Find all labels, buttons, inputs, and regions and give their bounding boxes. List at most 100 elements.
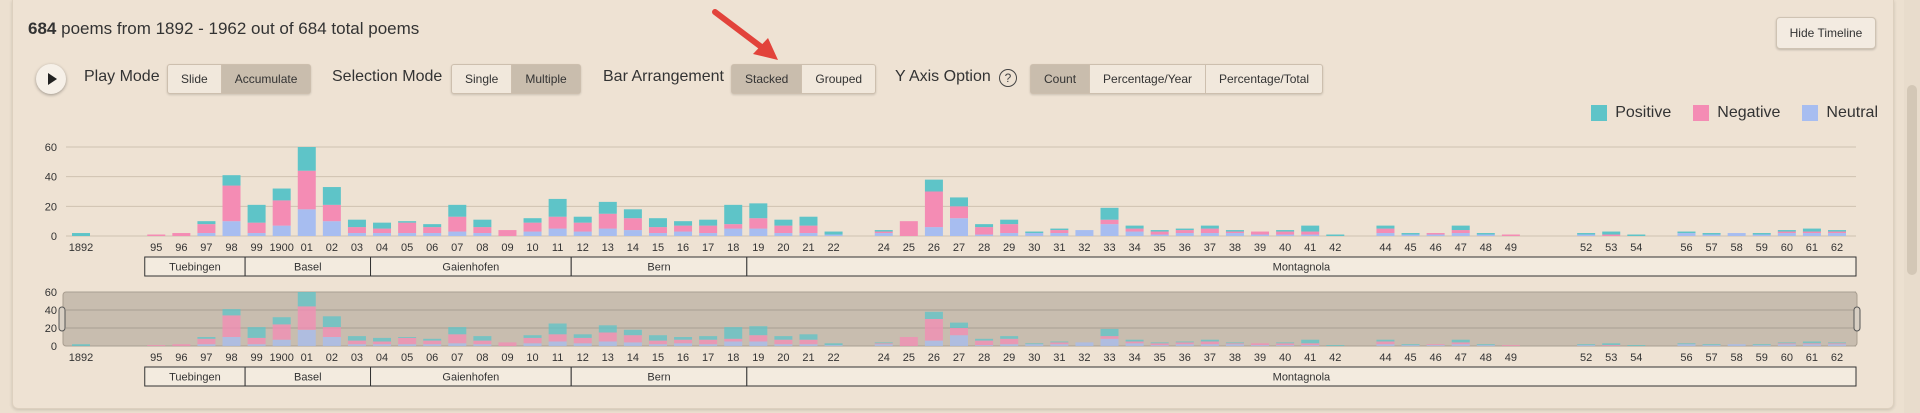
brush-bar-positive-1945 <box>1401 344 1420 346</box>
main-x-tick-label: 17 <box>702 242 714 254</box>
brush-bar-neutral-1924 <box>874 344 893 346</box>
main-x-tick-label: 99 <box>250 242 262 254</box>
play-mode-label: Play Mode <box>84 68 160 85</box>
y-axis-count[interactable]: Count <box>1031 65 1091 93</box>
main-bar-neutral-1924 <box>874 233 893 236</box>
main-bar-positive-1953 <box>1602 231 1621 235</box>
main-bar-neutral-1910 <box>523 231 542 236</box>
brush-bar-negative-1902 <box>322 327 341 337</box>
brush-bar-negative-1935 <box>1150 343 1169 346</box>
brush-bar-positive-1920 <box>774 336 793 340</box>
main-bar-positive-1908 <box>473 219 492 228</box>
brush-bar-negative-1895 <box>147 345 166 346</box>
main-bar-positive-1901 <box>297 147 316 171</box>
main-bar-positive-1898 <box>222 175 241 186</box>
brush-bar-negative-1905 <box>398 337 417 345</box>
brush-bar-neutral-1916 <box>674 343 693 346</box>
help-icon[interactable]: ? <box>999 69 1017 87</box>
main-bar-positive-1912 <box>573 216 592 223</box>
scrollbar-thumb[interactable] <box>1907 85 1917 275</box>
brush-x-tick-label: 22 <box>827 352 839 364</box>
brush-x-tick-label: 15 <box>652 352 664 364</box>
brush-bar-negative-1926 <box>924 319 943 341</box>
hide-timeline-button[interactable]: Hide Timeline <box>1776 17 1876 49</box>
brush-bar-negative-1938 <box>1225 343 1244 345</box>
legend-item-neutral[interactable]: Neutral <box>1802 104 1878 122</box>
main-bar-negative-1919 <box>749 218 768 229</box>
legend-item-negative[interactable]: Negative <box>1693 104 1780 122</box>
main-bar-positive-1902 <box>322 187 341 205</box>
brush-bar-neutral-1957 <box>1702 345 1721 346</box>
main-bar-negative-1936 <box>1175 230 1194 234</box>
page-scrollbar[interactable] <box>1904 0 1920 413</box>
main-x-tick-label: 57 <box>1705 242 1717 254</box>
bar-arrangement-stacked[interactable]: Stacked <box>732 65 803 93</box>
brush-bar-negative-1939 <box>1251 343 1270 346</box>
main-x-tick-label: 34 <box>1128 242 1140 254</box>
main-bar-neutral-1901 <box>297 209 316 236</box>
y-axis-percentage-total[interactable]: Percentage/Total <box>1219 72 1310 86</box>
brush-x-tick-label: 33 <box>1103 352 1115 364</box>
main-bar-negative-1941 <box>1301 231 1320 235</box>
brush-x-tick-label: 09 <box>501 352 513 364</box>
main-bar-neutral-1944 <box>1376 233 1395 236</box>
brush-bar-negative-1925 <box>899 337 918 346</box>
main-bar-negative-1913 <box>598 213 617 229</box>
main-bar-negative-1896 <box>172 233 191 236</box>
play-mode-accumulate[interactable]: Accumulate <box>221 65 311 93</box>
bar-arrangement-grouped[interactable]: Grouped <box>815 72 863 86</box>
brush-x-tick-label: 56 <box>1680 352 1692 364</box>
main-bar-positive-1910 <box>523 218 542 223</box>
main-bar-neutral-1902 <box>322 221 341 236</box>
main-bar-neutral-1935 <box>1150 234 1169 236</box>
brush-bar-negative-1898 <box>222 315 241 337</box>
brush-bar-positive-1961 <box>1802 341 1821 344</box>
main-bar-neutral-1921 <box>799 233 818 236</box>
brush-bar-negative-1946 <box>1426 344 1445 346</box>
brush-period-label: Montagnola <box>1273 372 1331 384</box>
brush-bar-positive-1926 <box>924 311 943 319</box>
main-bar-negative-1925 <box>899 221 918 236</box>
main-bar-negative-1953 <box>1602 234 1621 236</box>
brush-x-tick-label: 04 <box>376 352 388 364</box>
brush-bar-positive-1906 <box>423 338 442 341</box>
main-bar-negative-1908 <box>473 227 492 234</box>
brush-bar-positive-1941 <box>1301 339 1320 344</box>
brush-x-tick-label: 28 <box>978 352 990 364</box>
brush-handle-left[interactable] <box>58 306 66 332</box>
main-period-montagnola <box>746 256 1857 277</box>
main-bar-neutral-1911 <box>548 228 567 236</box>
main-x-tick-label: 52 <box>1580 242 1592 254</box>
selection-mode-multiple[interactable]: Multiple <box>512 65 580 93</box>
brush-period-label: Gaienhofen <box>442 372 499 384</box>
play-mode-slide[interactable]: Slide <box>168 65 222 93</box>
play-button[interactable] <box>36 64 66 94</box>
main-bar-neutral-1961 <box>1802 233 1821 236</box>
main-x-tick-label: 18 <box>727 242 739 254</box>
main-x-tick-label: 41 <box>1304 242 1316 254</box>
y-axis-percentage-year[interactable]: Percentage/Year <box>1090 65 1206 93</box>
brush-x-tick-label: 45 <box>1404 352 1416 364</box>
main-x-tick-label: 29 <box>1003 242 1015 254</box>
main-bar-negative-1939 <box>1251 231 1270 235</box>
main-x-tick-label: 95 <box>150 242 162 254</box>
main-y-tick-label: 0 <box>51 231 57 243</box>
brush-bar-negative-1904 <box>373 341 392 345</box>
selection-mode-single[interactable]: Single <box>452 65 513 93</box>
main-bar-negative-1911 <box>548 216 567 229</box>
brush-bar-positive-1892 <box>72 344 90 346</box>
main-bar-negative-1902 <box>322 204 341 222</box>
brush-handle-right[interactable] <box>1853 306 1861 332</box>
brush-bar-neutral-1913 <box>598 341 617 346</box>
brush-x-tick-label: 96 <box>175 352 187 364</box>
brush-x-tick-label: 48 <box>1480 352 1492 364</box>
brush-period-label: Bern <box>647 372 670 384</box>
main-x-tick-label: 20 <box>777 242 789 254</box>
legend-item-positive[interactable]: Positive <box>1591 104 1671 122</box>
main-bar-positive-1919 <box>749 203 768 219</box>
y-axis-option-toggle: Count Percentage/Year Percentage/Total <box>1030 64 1324 94</box>
bar-arrangement-label: Bar Arrangement <box>603 68 724 85</box>
brush-x-tick-label: 36 <box>1179 352 1191 364</box>
main-bar-positive-1903 <box>347 219 366 228</box>
